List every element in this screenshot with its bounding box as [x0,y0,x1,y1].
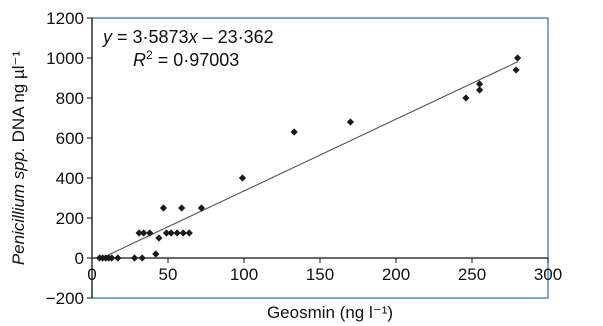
data-point [146,229,154,237]
x-tick-label: 200 [382,265,410,284]
data-point [178,204,186,212]
data-point [476,80,484,88]
data-point [197,204,206,212]
y-axis-title: Penicillium spp. DNA ng µl⁻¹ [9,50,28,265]
data-point [476,86,484,94]
data-point [108,254,116,262]
data-point [167,229,175,237]
x-tick-label: 150 [306,265,334,284]
regression-equation: y = 3·5873x – 23·362 R2 = 0·97003 [101,27,274,70]
data-point [238,174,247,182]
data-point [130,254,139,262]
data-point [179,229,187,237]
trend-line [99,61,518,260]
y-tick-label: 1200 [46,9,84,28]
x-axis-title: Geosmin (ng l⁻¹) [267,303,393,322]
data-point [114,254,122,262]
data-point [135,229,143,237]
equation-text: y = 3·5873x – 23·362 [101,27,274,47]
r-squared-text: R2 = 0·97003 [133,48,239,70]
x-tick-label: 250 [458,265,486,284]
data-point [140,229,148,237]
data-point [462,94,470,102]
data-point [159,204,168,212]
x-tick-label: 300 [534,265,562,284]
y-tick-label: 600 [56,129,84,148]
x-tick-label: 50 [159,265,178,284]
data-point [155,234,163,242]
y-tick-label: 1000 [46,49,84,68]
data-point [290,128,298,136]
x-tick-label: 0 [87,265,96,284]
y-tick-label: 0 [75,249,84,268]
data-point [185,229,193,237]
data-point [138,254,146,262]
y-tick-label: 200 [56,209,84,228]
x-tick-label: 100 [230,265,258,284]
y-tick-label: 800 [56,89,84,108]
data-point [162,229,171,237]
data-point [346,118,354,126]
data-point [514,54,522,62]
y-tick-label: 400 [56,169,84,188]
data-point [512,66,520,74]
data-point [152,250,160,258]
y-tick-label: −200 [46,289,84,308]
data-point [173,229,181,237]
